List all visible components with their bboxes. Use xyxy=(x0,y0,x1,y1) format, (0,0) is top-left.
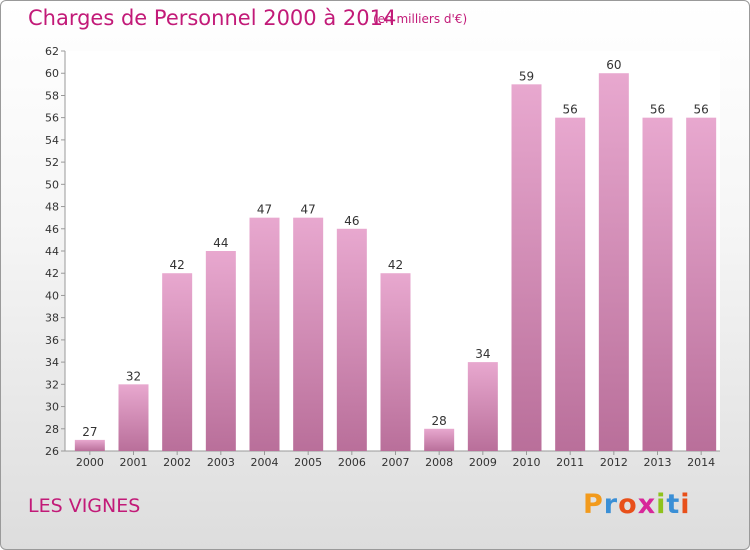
logo-letter: o xyxy=(618,489,638,520)
y-tick-label: 56 xyxy=(45,112,59,125)
chart-title: Charges de Personnel 2000 à 2014 xyxy=(28,6,397,30)
x-tick-label: 2005 xyxy=(294,456,322,469)
y-tick-label: 46 xyxy=(45,223,59,236)
logo-letter: r xyxy=(603,489,619,520)
bar xyxy=(74,439,105,451)
x-tick-label: 2009 xyxy=(469,456,497,469)
bar xyxy=(555,117,586,452)
y-tick-label: 28 xyxy=(45,423,59,436)
y-tick-label: 52 xyxy=(45,156,59,169)
bar-value-label: 34 xyxy=(475,347,490,361)
x-tick-label: 2003 xyxy=(207,456,235,469)
x-tick-label: 2014 xyxy=(687,456,715,469)
y-tick-label: 48 xyxy=(45,201,59,214)
x-tick-label: 2008 xyxy=(425,456,453,469)
logo-letter: P xyxy=(583,489,604,520)
x-tick-label: 2010 xyxy=(513,456,541,469)
x-tick-label: 2001 xyxy=(120,456,148,469)
y-tick-label: 32 xyxy=(45,378,59,391)
bar-value-label: 42 xyxy=(388,258,403,272)
y-tick-label: 36 xyxy=(45,334,59,347)
bar-value-label: 59 xyxy=(519,69,534,83)
bar-value-label: 56 xyxy=(650,103,665,117)
bar xyxy=(336,228,367,451)
y-tick-label: 58 xyxy=(45,89,59,102)
bar xyxy=(424,428,455,451)
bar-value-label: 56 xyxy=(694,103,709,117)
bar-value-label: 46 xyxy=(344,214,359,228)
logo-letter: i xyxy=(680,489,691,520)
bar xyxy=(686,117,717,452)
x-tick-label: 2012 xyxy=(600,456,628,469)
bar-value-label: 32 xyxy=(126,369,141,383)
bar xyxy=(380,273,411,451)
bar-value-label: 47 xyxy=(301,203,316,217)
y-tick-label: 42 xyxy=(45,267,59,280)
logo-letter: x xyxy=(637,489,657,520)
bar xyxy=(205,251,236,451)
commune-name: LES VIGNES xyxy=(28,495,141,517)
x-tick-label: 2006 xyxy=(338,456,366,469)
proxiti-logo[interactable]: Proxiti xyxy=(583,489,691,520)
bar-value-label: 27 xyxy=(82,425,97,439)
bar-value-label: 60 xyxy=(606,58,621,72)
y-tick-label: 60 xyxy=(45,67,59,80)
x-tick-label: 2002 xyxy=(163,456,191,469)
chart-subtitle: (en milliers d'€) xyxy=(373,12,468,26)
bar xyxy=(642,117,673,452)
bar-value-label: 44 xyxy=(213,236,228,250)
logo-letter: t xyxy=(666,489,681,520)
bar xyxy=(118,384,149,451)
bar-value-label: 56 xyxy=(563,103,578,117)
x-tick-label: 2007 xyxy=(382,456,410,469)
bar xyxy=(293,217,324,451)
x-tick-label: 2011 xyxy=(556,456,584,469)
bar xyxy=(467,362,498,451)
y-tick-label: 44 xyxy=(45,245,59,258)
y-tick-label: 62 xyxy=(45,45,59,58)
bar-value-label: 47 xyxy=(257,203,272,217)
bar-value-label: 28 xyxy=(432,414,447,428)
bar xyxy=(162,273,193,451)
bar-value-label: 42 xyxy=(170,258,185,272)
x-tick-label: 2013 xyxy=(644,456,672,469)
y-tick-label: 54 xyxy=(45,134,59,147)
x-tick-label: 2000 xyxy=(76,456,104,469)
bar xyxy=(249,217,280,451)
y-tick-label: 38 xyxy=(45,312,59,325)
bar xyxy=(598,73,629,451)
y-tick-label: 40 xyxy=(45,289,59,302)
y-tick-label: 50 xyxy=(45,178,59,191)
y-tick-label: 34 xyxy=(45,356,59,369)
bar xyxy=(511,84,542,451)
y-tick-label: 30 xyxy=(45,401,59,414)
y-tick-label: 26 xyxy=(45,445,59,458)
logo-letter: i xyxy=(656,489,667,520)
x-tick-label: 2004 xyxy=(251,456,279,469)
